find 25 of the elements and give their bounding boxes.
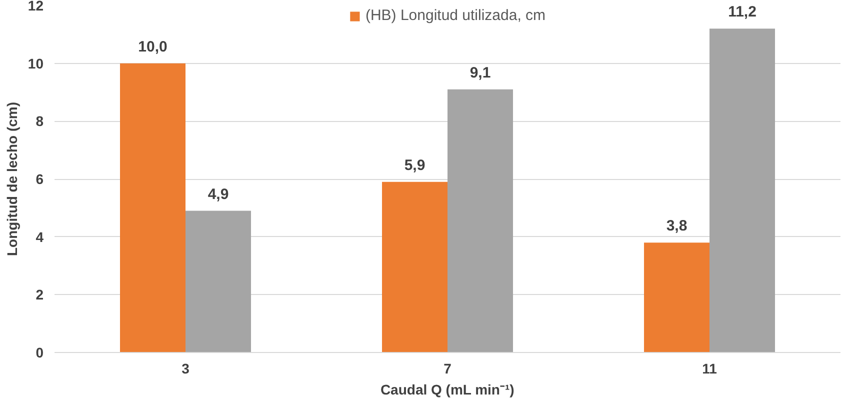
data-label: 5,9	[404, 156, 426, 174]
y-axis-title: Longitud de lecho (cm)	[4, 102, 20, 256]
data-label: 10,0	[138, 38, 168, 56]
y-tick-label: 4	[36, 228, 44, 245]
bar	[644, 242, 710, 352]
x-tick-label: 3	[182, 360, 190, 376]
data-label: 4,9	[208, 186, 229, 203]
y-tick-label: 10	[28, 55, 44, 72]
y-tick-label: 2	[36, 286, 44, 303]
bar	[448, 89, 513, 352]
y-tick-label: 6	[36, 171, 44, 187]
bar	[186, 210, 251, 352]
legend-label: (HB) Longitud utilizada, cm	[365, 7, 546, 24]
bar	[710, 28, 775, 352]
y-tick-label: 12	[28, 0, 44, 14]
y-tick-label: 8	[36, 113, 44, 130]
bar	[382, 182, 448, 352]
data-label: 3,8	[666, 218, 688, 235]
y-tick-label: 0	[36, 344, 44, 360]
data-label: 11,2	[728, 4, 756, 21]
x-axis-title: Caudal Q (mL min⁻¹)	[380, 382, 514, 398]
x-tick-label: 7	[444, 360, 452, 376]
data-label: 9,1	[470, 64, 491, 82]
bar	[120, 63, 186, 352]
x-tick-label: 11	[702, 360, 718, 376]
